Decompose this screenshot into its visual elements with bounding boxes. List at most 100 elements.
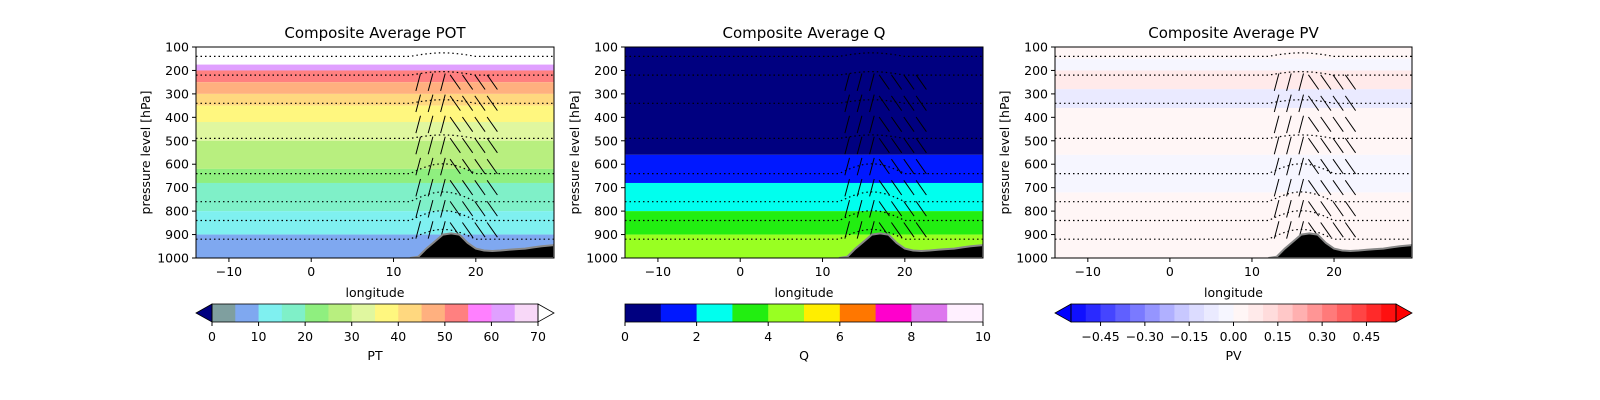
wind-arrow-17 xyxy=(869,73,875,92)
flow-line-7 xyxy=(1055,210,1412,222)
flow-line-7 xyxy=(196,210,554,222)
colorbar-segment-11 xyxy=(1218,304,1234,322)
wind-arrow-20 xyxy=(1298,136,1304,155)
wind-arrow-15 xyxy=(427,199,434,218)
y-tick-label: 900 xyxy=(165,227,189,242)
wind-arrow-27 xyxy=(449,116,461,132)
wind-arrow-11 xyxy=(427,115,434,134)
colorbar-tick-label: −0.30 xyxy=(1126,329,1164,344)
wind-arrow-34 xyxy=(890,95,903,111)
wind-arrow-31 xyxy=(449,201,461,217)
colorbar-segment-21 xyxy=(1366,304,1382,322)
flow-line-5 xyxy=(1055,163,1412,175)
wind-arrow-10 xyxy=(427,94,434,113)
colorbar-segment-7 xyxy=(1159,304,1175,322)
wind-arrow-14 xyxy=(856,178,863,197)
wind-arrow-39 xyxy=(461,201,474,217)
wind-arrow-16 xyxy=(1286,221,1292,239)
y-tick-label: 1000 xyxy=(586,251,618,266)
x-tick-label: 10 xyxy=(1244,264,1260,279)
wind-arrow-2 xyxy=(1273,94,1280,113)
y-tick-label: 800 xyxy=(165,204,189,219)
wind-arrow-22 xyxy=(869,178,875,197)
wind-arrow-40 xyxy=(461,222,474,238)
colorbar-segment-9 xyxy=(911,304,948,322)
wind-arrow-14 xyxy=(1286,178,1292,197)
colorbar-segment-2 xyxy=(660,304,698,322)
wind-arrow-34 xyxy=(1320,95,1332,111)
wind-arrow-12 xyxy=(1286,136,1292,155)
field-layer-9 xyxy=(196,168,554,183)
wind-arrow-26 xyxy=(1307,95,1320,111)
wind-arrow-51 xyxy=(915,116,927,132)
wind-arrow-39 xyxy=(890,201,903,217)
wind-arrow-29 xyxy=(1307,158,1320,175)
wind-arrow-48 xyxy=(474,222,486,238)
wind-arrow-4 xyxy=(844,136,850,155)
colorbar-segment-8 xyxy=(875,304,912,322)
wind-arrow-36 xyxy=(890,137,903,154)
wind-arrow-46 xyxy=(474,180,486,196)
wind-arrow-52 xyxy=(1344,137,1357,154)
wind-arrow-9 xyxy=(427,73,434,92)
colorbar-segment-20 xyxy=(1351,304,1367,322)
colorbar-segment-7 xyxy=(351,304,376,322)
wind-arrow-19 xyxy=(869,115,875,134)
wind-arrow-46 xyxy=(903,180,915,196)
colorbar-segment-1 xyxy=(625,304,662,322)
wind-arrow-12 xyxy=(427,136,434,155)
x-axis-label: longitude xyxy=(775,285,834,300)
wind-arrow-31 xyxy=(1307,201,1320,217)
wind-arrow-5 xyxy=(1273,157,1280,176)
flow-line-3 xyxy=(196,99,554,104)
wind-arrow-6 xyxy=(1273,178,1280,197)
wind-arrow-37 xyxy=(461,158,474,175)
wind-arrow-53 xyxy=(486,158,498,175)
wind-arrow-27 xyxy=(878,116,890,132)
wind-arrow-33 xyxy=(461,74,474,90)
x-tick-label: 20 xyxy=(897,264,913,279)
x-tick-label: 10 xyxy=(386,264,402,279)
wind-arrow-19 xyxy=(440,115,446,134)
terrain xyxy=(1268,232,1412,258)
y-tick-label: 200 xyxy=(165,63,189,78)
wind-arrow-4 xyxy=(1273,136,1280,155)
colorbar-extend-min xyxy=(1054,303,1072,323)
colorbar-segment-6 xyxy=(328,304,353,322)
wind-arrow-13 xyxy=(427,157,434,176)
colorbar-tick-label: 0 xyxy=(208,329,216,344)
x-tick-label: 10 xyxy=(815,264,831,279)
x-tick-label: −10 xyxy=(645,264,671,279)
wind-arrow-25 xyxy=(449,74,461,90)
chart-title: Composite Average PV xyxy=(1148,24,1319,42)
wind-arrow-28 xyxy=(449,137,461,154)
colorbar-segment-4 xyxy=(732,304,769,322)
wind-arrow-12 xyxy=(856,136,863,155)
colorbar-segment-18 xyxy=(1322,304,1338,322)
y-axis-label: pressure level [hPa] xyxy=(138,91,153,215)
colorbar-segment-5 xyxy=(305,304,329,322)
colorbar-segment-5 xyxy=(768,304,805,322)
colorbar-tick-label: 0.15 xyxy=(1264,329,1292,344)
y-tick-label: 600 xyxy=(165,157,189,172)
flow-line-7 xyxy=(625,210,983,222)
plot-frame xyxy=(1054,46,1413,259)
colorbar-tick-label: 10 xyxy=(975,329,991,344)
colorbar-label: Q xyxy=(799,348,809,363)
wind-arrow-54 xyxy=(1344,180,1357,196)
wind-arrow-21 xyxy=(869,157,875,176)
colorbar-segment-2 xyxy=(235,304,260,322)
wind-arrow-42 xyxy=(903,95,915,111)
y-tick-label: 100 xyxy=(165,40,189,55)
wind-arrow-50 xyxy=(1344,95,1357,111)
wind-arrow-3 xyxy=(844,115,850,134)
colorbar-extend-min xyxy=(195,303,213,323)
plot-frame xyxy=(624,46,984,259)
wind-arrow-40 xyxy=(890,222,903,238)
colorbar-segment-6 xyxy=(804,304,841,322)
wind-arrow-44 xyxy=(903,137,915,154)
field-layer-8 xyxy=(196,140,554,169)
wind-arrow-26 xyxy=(449,95,461,111)
field-layer-2 xyxy=(196,64,554,71)
wind-arrow-28 xyxy=(878,137,890,154)
